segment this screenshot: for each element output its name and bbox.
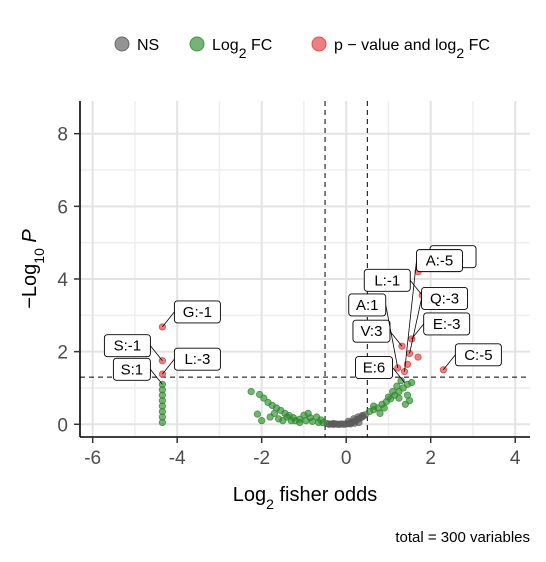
point-label: E:6 <box>355 356 405 383</box>
point-label: A:-5 <box>404 249 463 372</box>
y-tick-label: 2 <box>57 343 68 364</box>
x-tick-label: -4 <box>169 448 186 469</box>
label-text: L:-1 <box>374 272 400 289</box>
legend-label: p − value and log2 FC <box>334 37 490 61</box>
data-point-fc <box>389 387 397 396</box>
label-connector <box>162 311 175 328</box>
label-text: E:-3 <box>433 316 461 333</box>
legend-swatch <box>189 36 205 52</box>
data-point-fc <box>317 416 325 424</box>
point-label: S:-1 <box>103 334 163 361</box>
axes: -6 -4 -2 0 2 4 0 2 4 6 8 <box>57 101 530 469</box>
x-tick-label: -6 <box>84 448 101 469</box>
label-text: V:3 <box>360 323 382 340</box>
x-tick-label: -2 <box>253 448 270 469</box>
label-text: E:6 <box>363 360 386 377</box>
label-text: Q:-3 <box>430 290 459 307</box>
label-text: A:1 <box>356 297 379 314</box>
label-connector <box>409 298 422 354</box>
legend-item-fc: Log2 FC <box>189 36 272 61</box>
y-tick-label: 0 <box>57 415 68 436</box>
data-point-fc <box>393 382 401 390</box>
label-box <box>103 334 151 358</box>
label-connector <box>385 304 399 369</box>
data-point-ns <box>329 419 338 428</box>
y-tick-label: 4 <box>57 270 68 291</box>
label-text: S:1 <box>121 361 144 378</box>
point-label: G:-1 <box>162 300 221 328</box>
data-point-fc <box>296 418 304 427</box>
label-text: G:-1 <box>183 304 212 321</box>
point-label: C:-5 <box>443 343 502 371</box>
x-axis-title: Log2 fisher odds <box>233 484 378 512</box>
point-label: Q:-3 <box>409 287 469 354</box>
label-box <box>112 357 151 381</box>
label-connector <box>443 354 456 371</box>
point-label: L:-3 <box>162 347 221 375</box>
label-connector <box>392 367 405 383</box>
data-point-fc <box>283 413 291 421</box>
label-box <box>423 312 471 336</box>
legend-item-p-fc: p − value and log2 FC <box>311 36 490 61</box>
label-box <box>416 249 463 273</box>
label-box <box>363 268 411 292</box>
data-point-fc <box>253 410 262 418</box>
label-box <box>173 347 221 371</box>
label-text: A:-5 <box>426 253 454 270</box>
label-connector <box>389 330 403 347</box>
data-point-ns <box>358 411 366 420</box>
legend-swatch <box>114 36 130 52</box>
data-point-fc <box>408 378 416 387</box>
label-connector <box>150 345 163 361</box>
label-connector <box>150 369 163 385</box>
data-point-p-fc <box>414 353 422 361</box>
point-labels: G:-1S:-1L:-3S:1I:-1L:-1E:-3V:3Q:-3A:1C:-… <box>103 245 502 385</box>
y-axis-title: −Log10 P <box>19 229 47 309</box>
label-text: C:-5 <box>464 347 492 364</box>
point-label: V:3 <box>352 319 403 347</box>
caption: total = 300 variables <box>395 529 530 546</box>
y-tick-label: 8 <box>57 125 68 146</box>
data-point-fc <box>395 394 403 402</box>
y-tick-label: 6 <box>57 197 68 218</box>
legend: NS Log2 FC p − value and log2 FC <box>114 36 490 61</box>
x-tick-label: 2 <box>425 448 436 469</box>
label-box <box>454 343 502 367</box>
point-label: S:1 <box>112 357 163 385</box>
point-label: A:1 <box>348 293 399 369</box>
data-point-fc <box>384 393 393 401</box>
data-point-fc <box>274 415 283 423</box>
data-point-fc <box>370 402 378 410</box>
point-label: E:-3 <box>411 312 471 340</box>
data-point-fc <box>247 387 255 396</box>
label-text: L:-3 <box>184 351 210 368</box>
legend-label: Log2 FC <box>212 37 272 61</box>
point-label: L:-1 <box>363 268 423 296</box>
legend-item-ns: NS <box>114 36 159 54</box>
label-box <box>355 356 393 379</box>
cutoff-lines <box>80 101 530 437</box>
legend-swatch <box>311 36 327 52</box>
label-box <box>352 319 391 343</box>
x-tick-label: 0 <box>341 448 352 469</box>
data-point-fc <box>260 394 268 402</box>
data-point-fc <box>397 377 405 385</box>
data-point-fc <box>306 414 314 422</box>
label-connector <box>409 280 423 296</box>
label-box <box>421 287 469 310</box>
data-point-fc <box>380 404 388 412</box>
label-text: S:-1 <box>114 338 142 355</box>
x-tick-label: 4 <box>510 448 521 469</box>
data-point-fc <box>403 391 412 399</box>
label-connector <box>404 260 417 372</box>
label-box <box>173 300 221 324</box>
data-point-fc <box>258 417 266 425</box>
legend-label: NS <box>137 37 159 54</box>
data-point-fc <box>376 409 384 417</box>
label-box <box>348 293 387 317</box>
label-connector <box>162 358 175 375</box>
data-point-fc <box>266 413 274 421</box>
